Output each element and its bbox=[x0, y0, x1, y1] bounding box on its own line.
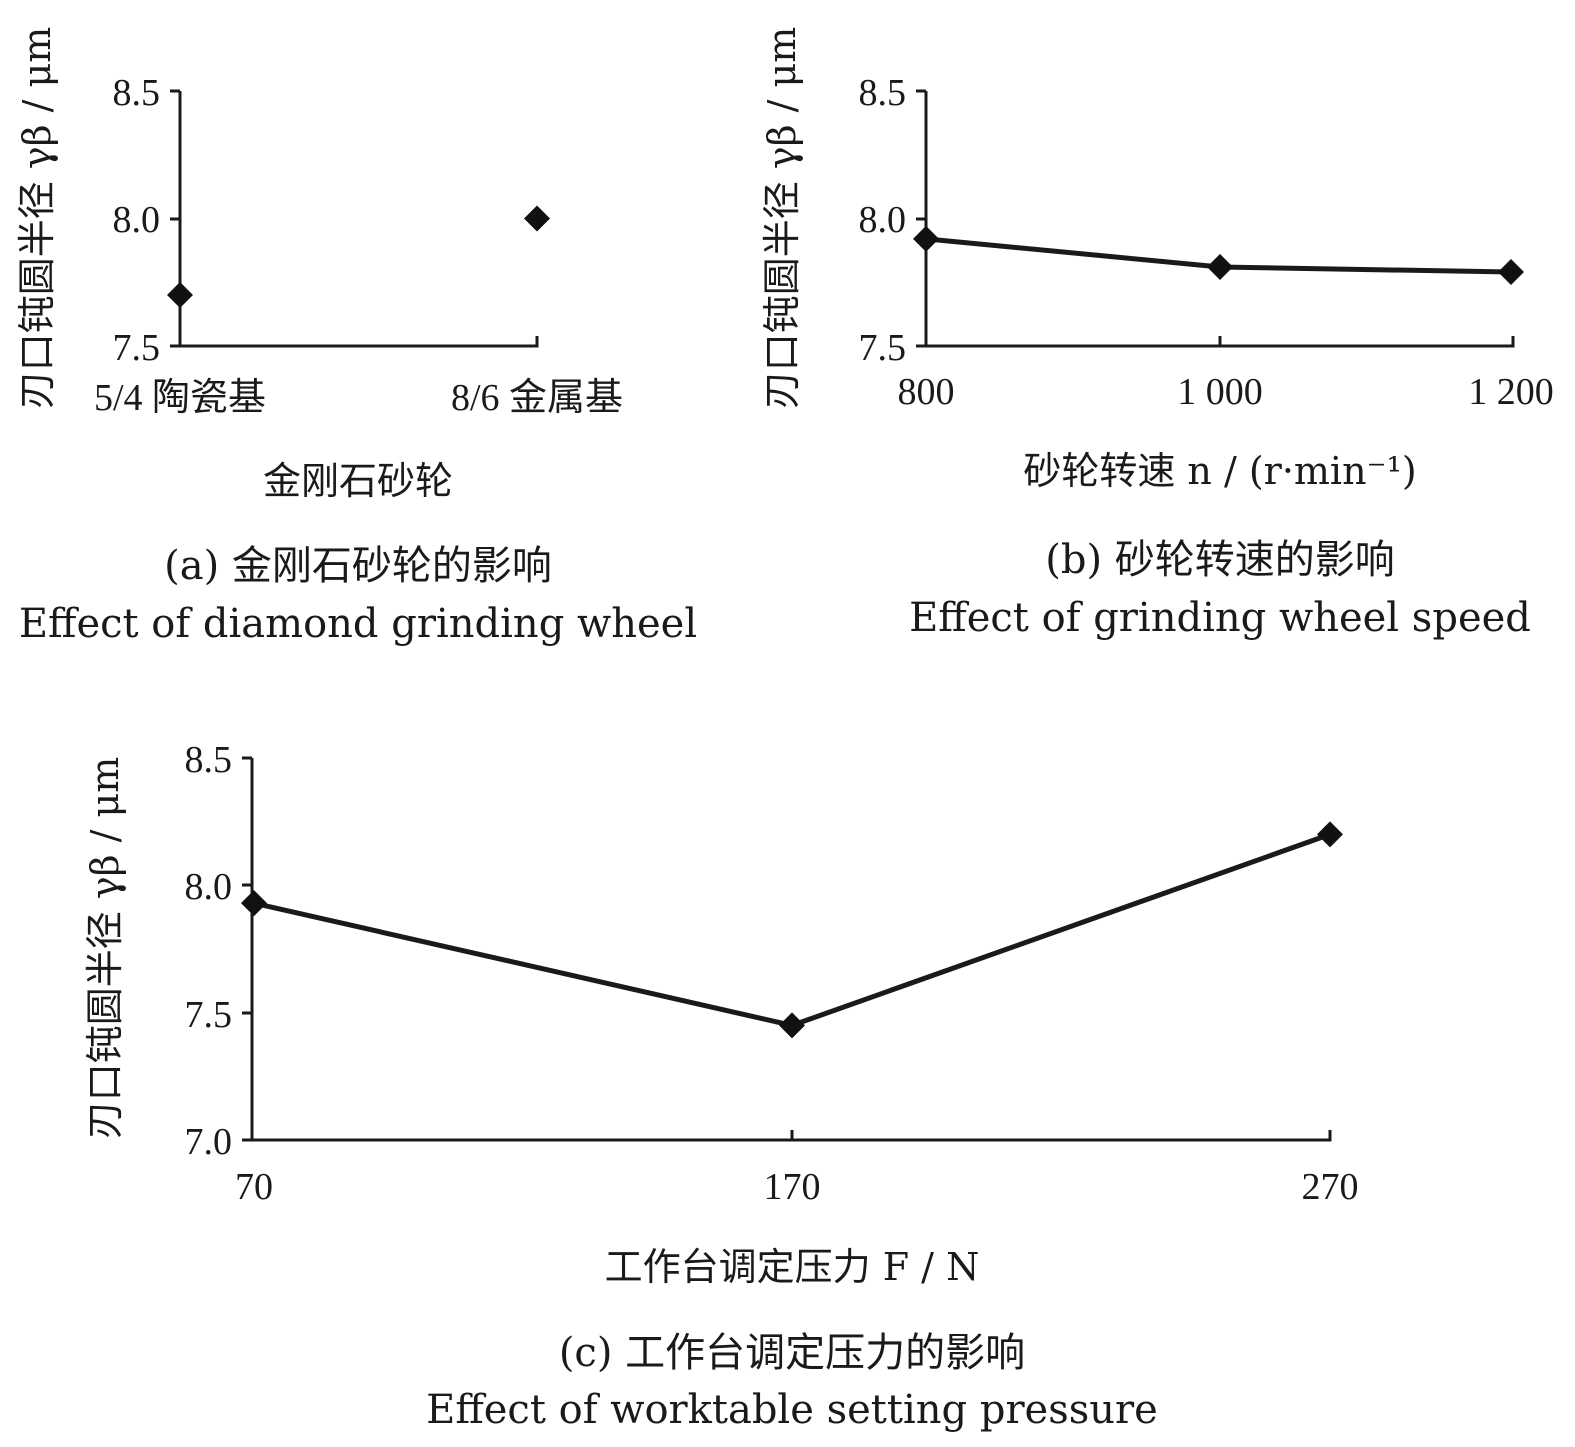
chart-b: 刃口钝圆半径 γβ / μm 7.5 8.0 8.5 800 1 000 1 2… bbox=[760, 27, 1554, 641]
chart-a: 刃口钝圆半径 γβ / μm 7.5 8.0 8.5 5/4 陶瓷基 8/6 金… bbox=[15, 27, 697, 647]
chart-c-caption-en: Effect of worktable setting pressure bbox=[426, 1387, 1158, 1433]
chart-c-point-1 bbox=[779, 1012, 805, 1039]
chart-c-ytick-3: 8.5 bbox=[185, 739, 233, 781]
chart-a-ytick-0: 7.5 bbox=[113, 327, 161, 369]
chart-c: 刃口钝圆半径 γβ / μm 7.0 7.5 8.0 8.5 70 170 27… bbox=[83, 739, 1359, 1433]
chart-b-axes bbox=[916, 89, 1515, 348]
chart-a-point-1 bbox=[524, 205, 550, 232]
chart-a-caption-cn: (a) 金刚石砂轮的影响 bbox=[164, 543, 552, 589]
chart-c-caption-cn: (c) 工作台调定压力的影响 bbox=[559, 1330, 1025, 1376]
chart-a-xtick-1: 8/6 金属基 bbox=[451, 377, 623, 419]
chart-b-marks bbox=[913, 225, 1524, 286]
chart-c-point-0 bbox=[241, 890, 267, 917]
chart-b-ytick-2: 8.5 bbox=[859, 72, 907, 114]
chart-c-point-2 bbox=[1317, 821, 1343, 848]
chart-c-xtick-0: 70 bbox=[235, 1166, 273, 1208]
chart-b-xtick-0: 800 bbox=[898, 371, 955, 413]
chart-b-ylabel: 刃口钝圆半径 γβ / μm bbox=[760, 27, 804, 409]
chart-c-xtick-1: 170 bbox=[764, 1166, 821, 1208]
chart-a-axes bbox=[170, 89, 539, 348]
chart-b-point-2 bbox=[1498, 259, 1524, 286]
chart-c-marks bbox=[241, 821, 1343, 1039]
chart-a-marks bbox=[167, 205, 550, 308]
chart-c-ylabel: 刃口钝圆半径 γβ / μm bbox=[83, 757, 127, 1139]
chart-c-series-line bbox=[253, 832, 1331, 1028]
chart-c-xlabel: 工作台调定压力 F / N bbox=[605, 1245, 980, 1289]
chart-c-xtick-2: 270 bbox=[1302, 1166, 1359, 1208]
chart-a-point-0 bbox=[167, 282, 193, 308]
chart-c-axes bbox=[242, 756, 1332, 1142]
chart-b-point-0 bbox=[913, 225, 939, 252]
chart-c-ytick-1: 7.5 bbox=[185, 994, 233, 1036]
chart-b-xtick-2: 1 200 bbox=[1468, 371, 1554, 413]
chart-a-caption-en: Effect of diamond grinding wheel bbox=[19, 601, 697, 647]
chart-a-ytick-1: 8.0 bbox=[113, 199, 161, 241]
chart-c-ytick-2: 8.0 bbox=[185, 866, 233, 908]
chart-b-xlabel: 砂轮转速 n / (r·min⁻¹) bbox=[1023, 449, 1416, 493]
chart-b-caption-en: Effect of grinding wheel speed bbox=[909, 595, 1531, 641]
chart-a-xtick-0: 5/4 陶瓷基 bbox=[94, 377, 266, 419]
chart-a-ytick-2: 8.5 bbox=[113, 72, 161, 114]
chart-b-xtick-1: 1 000 bbox=[1177, 371, 1263, 413]
chart-a-ylabel: 刃口钝圆半径 γβ / μm bbox=[15, 27, 59, 409]
chart-b-caption-cn: (b) 砂轮转速的影响 bbox=[1045, 537, 1395, 583]
chart-b-point-1 bbox=[1207, 253, 1233, 280]
chart-c-ytick-0: 7.0 bbox=[185, 1121, 233, 1163]
chart-b-ytick-0: 7.5 bbox=[859, 327, 907, 369]
chart-b-ytick-1: 8.0 bbox=[859, 199, 907, 241]
chart-a-xlabel: 金刚石砂轮 bbox=[263, 459, 453, 503]
